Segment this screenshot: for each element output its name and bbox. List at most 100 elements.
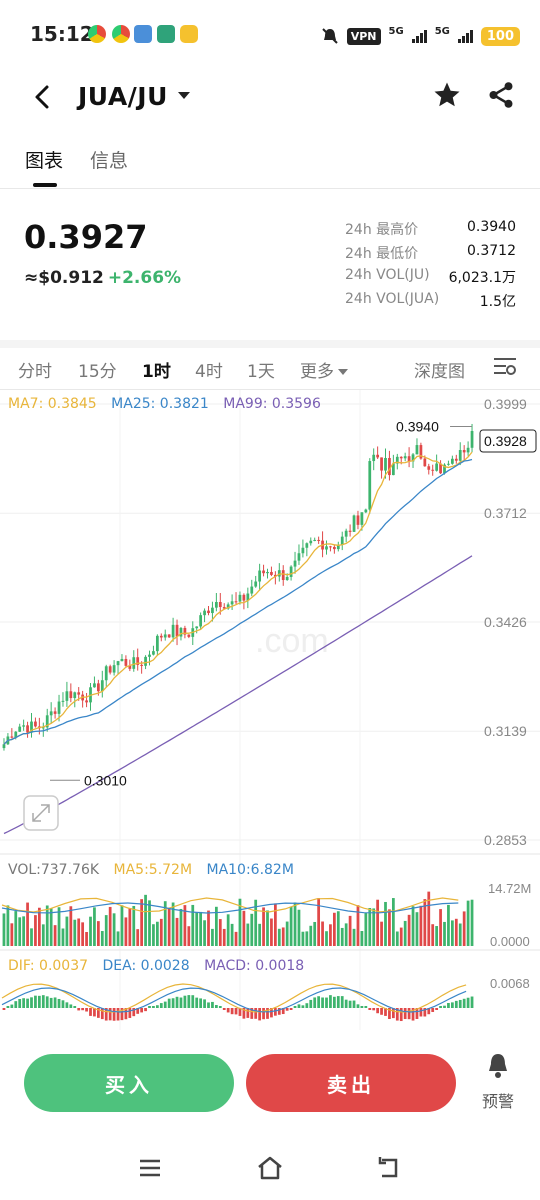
candle-body — [364, 509, 368, 513]
interval-tab-1h[interactable]: 1时 — [142, 362, 171, 382]
volume-bar — [384, 901, 387, 946]
volume-bar — [415, 912, 419, 946]
candle-body — [470, 431, 474, 448]
macd-bar — [152, 1006, 155, 1008]
kline-chart[interactable]: 0.3999 0.3712 0.3426 0.3139 0.2853 .com 0.3940… — [0, 390, 540, 1030]
chrome-icon — [112, 25, 130, 43]
volume-ma10-line — [1, 902, 459, 914]
volume-bar — [285, 921, 289, 946]
buy-button[interactable]: 买入 — [24, 1054, 234, 1112]
current-price-tag — [479, 429, 537, 453]
candle-body — [423, 458, 427, 467]
price-alert-button[interactable]: 预警 — [474, 1052, 522, 1118]
tab-active-indicator — [33, 183, 57, 187]
watermark-text: .com — [255, 622, 329, 660]
macd-bar — [364, 1006, 368, 1008]
volume-bar — [458, 923, 462, 946]
tab-info[interactable]: 信息 — [90, 150, 129, 172]
candle-body — [120, 658, 124, 662]
candle-body — [73, 692, 77, 699]
interval-tab-timeline[interactable]: 分时 — [18, 362, 52, 382]
volume-bar — [297, 909, 301, 946]
ma-legend: MA7: 0.3845 MA25: 0.3821 MA99: 0.3596 — [8, 396, 478, 412]
volume-bar — [69, 906, 73, 946]
candle-body — [360, 512, 364, 525]
volume-bar — [364, 912, 368, 946]
dif-legend: DIF: 0.0037 — [8, 958, 89, 974]
macd-bar — [195, 997, 199, 1008]
volume-bar — [380, 921, 383, 946]
divider — [0, 389, 540, 390]
macd-bar — [89, 1008, 92, 1016]
candle-body — [41, 727, 45, 729]
interval-tab-1d[interactable]: 1天 — [247, 362, 275, 382]
interval-tab-more[interactable]: 更多 — [300, 357, 348, 382]
dea-line — [1, 987, 467, 1013]
candle-body — [395, 456, 399, 464]
candle-body — [128, 665, 132, 669]
macd-bar — [411, 1008, 415, 1021]
volume-bar — [155, 921, 159, 946]
candle-body — [104, 666, 108, 681]
tab-chart[interactable]: 图表 — [25, 150, 64, 172]
volume-bar — [100, 931, 104, 946]
macd-bar — [199, 998, 203, 1008]
macd-bar — [293, 1006, 297, 1008]
battery-indicator: 100 — [480, 26, 520, 46]
macd-bar — [45, 996, 49, 1008]
share-button[interactable] — [486, 80, 516, 110]
dea-legend: DEA: 0.0028 — [102, 958, 190, 974]
sell-button[interactable]: 卖出 — [246, 1054, 456, 1112]
macd-bar — [395, 1008, 399, 1021]
macd-bar — [159, 1003, 163, 1008]
volume-bar — [250, 913, 254, 946]
volume-bar — [45, 905, 49, 946]
interval-tab-4h[interactable]: 4时 — [195, 362, 223, 382]
macd-bar — [450, 1002, 454, 1008]
macd-bar — [262, 1008, 265, 1020]
vpn-badge: VPN — [346, 27, 381, 45]
candle-body — [305, 543, 309, 548]
macd-bar — [399, 1008, 403, 1022]
candle-body — [415, 445, 419, 455]
chevron-down-icon[interactable] — [178, 92, 190, 99]
back-button[interactable] — [28, 80, 58, 114]
volume-bar — [199, 911, 203, 946]
candle-body — [454, 458, 458, 461]
chart-settings-button[interactable] — [492, 355, 518, 379]
macd-bar — [120, 1008, 124, 1021]
depth-chart-button[interactable]: 深度图 — [414, 362, 465, 382]
candle-body — [384, 457, 387, 471]
interval-tab-15m[interactable]: 15分 — [78, 362, 117, 382]
volume-bar — [443, 921, 446, 946]
candle-body — [336, 544, 340, 550]
candle-body — [293, 560, 297, 567]
macd-bar — [167, 998, 171, 1008]
pair-title[interactable]: JUA/JU — [78, 82, 168, 111]
home-icon[interactable] — [256, 1155, 284, 1181]
stat-value: 0.3940 — [467, 219, 516, 235]
candle-body — [100, 680, 104, 692]
volume-bar — [246, 923, 250, 946]
favorite-button[interactable] — [432, 80, 462, 110]
candle-body — [388, 457, 391, 476]
macd-bar — [242, 1008, 246, 1019]
macd-bar — [53, 997, 57, 1008]
macd-bar — [61, 1000, 65, 1008]
volume-bar — [73, 919, 77, 946]
volume-bar — [108, 906, 112, 946]
macd-bar — [124, 1008, 128, 1020]
candle-body — [462, 450, 466, 453]
menu-icon[interactable] — [138, 1158, 162, 1178]
back-nav-icon[interactable] — [376, 1156, 402, 1180]
candle-body — [435, 463, 439, 471]
volume-bar — [399, 927, 403, 946]
macd-bar — [277, 1008, 281, 1015]
candle-body — [262, 570, 265, 574]
macd-bar — [18, 999, 22, 1008]
vol-ma10-legend: MA10:6.82M — [206, 862, 294, 878]
candle-body — [450, 458, 454, 464]
volume-bar — [171, 902, 175, 946]
macd-bar — [270, 1008, 273, 1018]
candle-body — [171, 624, 175, 638]
